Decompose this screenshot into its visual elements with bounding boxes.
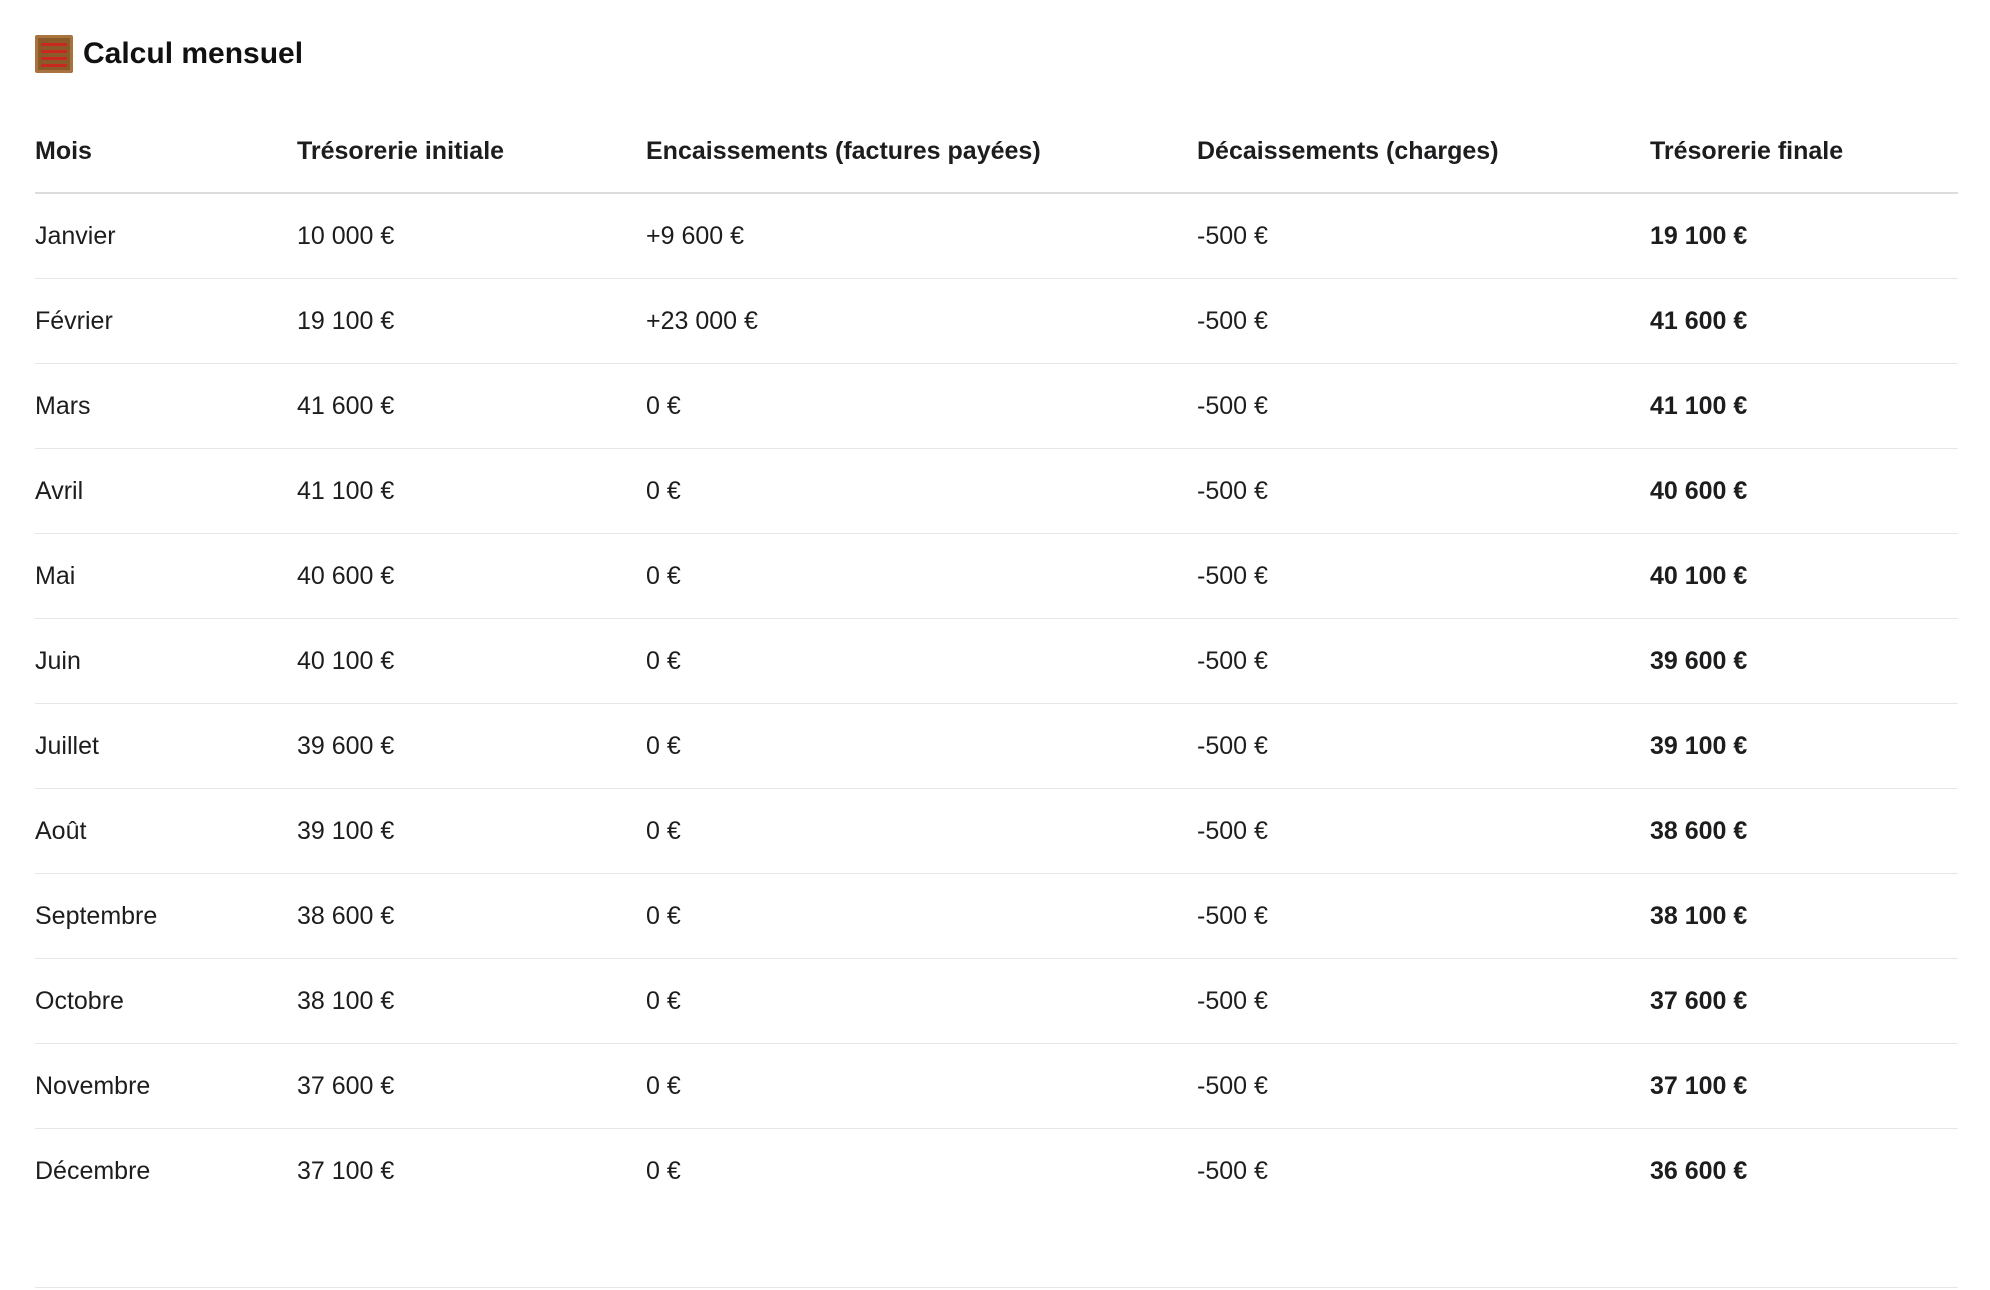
cell-initial: 10 000 € [297, 193, 646, 279]
table-row: Février 19 100 € +23 000 € -500 €41 600 € [35, 278, 1958, 364]
cell-final: 39 600 € [1650, 618, 1958, 704]
cell-receipts: 0 € [646, 363, 1197, 449]
cell-final: 39 100 € [1650, 703, 1958, 789]
cell-disbursements: -500 € [1197, 703, 1650, 789]
cell-month: Juillet [35, 703, 297, 789]
header-month: Mois [35, 110, 297, 194]
header-disbursements: Décaissements (charges) [1197, 110, 1650, 194]
cell-initial: 37 100 € [297, 1156, 395, 1185]
cell-receipts: +9 600 € [646, 193, 1197, 279]
cell-initial: 38 100 € [297, 958, 646, 1044]
table-row: Juillet 39 600 €0 € -500 €39 100 € [35, 703, 1958, 789]
cell-final: 19 100 € [1650, 193, 1958, 279]
cell-month: Septembre [35, 873, 297, 959]
cell-final: 38 600 € [1650, 788, 1958, 874]
cell-final: 37 100 € [1650, 1043, 1958, 1129]
header-initial: Trésorerie initiale [297, 110, 646, 194]
cell-month: Décembre [35, 1156, 151, 1185]
cell-receipts: 0 € [646, 1043, 1197, 1129]
cell-initial: 38 600 € [297, 873, 646, 959]
cell-disbursements: -500 € [1197, 193, 1650, 279]
cell-receipts: +23 000 € [646, 278, 1197, 364]
cell-month: Octobre [35, 958, 297, 1044]
cell-month: Août [35, 788, 297, 874]
cell-receipts: 0 € [646, 618, 1197, 704]
cell-month: Novembre [35, 1043, 297, 1129]
header-final: Trésorerie finale [1650, 110, 1958, 194]
cell-disbursements: -500 € [1197, 278, 1650, 364]
cell-disbursements: -500 € [1197, 1043, 1650, 1129]
cell-disbursements: -500 € [1197, 533, 1650, 619]
table-row: Septembre 38 600 €0 € -500 €38 100 € [35, 873, 1958, 959]
cell-receipts: 0 € [646, 873, 1197, 959]
table-row: Décembre 37 100 € 0 € -500 € 36 600 € [35, 1129, 1958, 1214]
cell-initial: 40 600 € [297, 533, 646, 619]
table-row: Avril 41 100 €0 € -500 €40 600 € [35, 448, 1958, 534]
divider [35, 1287, 1958, 1288]
table-row: Août 39 100 €0 € -500 €38 600 € [35, 788, 1958, 874]
table-row: Mai 40 600 €0 € -500 €40 100 € [35, 533, 1958, 619]
cell-month: Juin [35, 618, 297, 704]
cell-final: 41 100 € [1650, 363, 1958, 449]
cell-month: Mai [35, 533, 297, 619]
cell-final: 41 600 € [1650, 278, 1958, 364]
cell-disbursements: -500 € [1197, 1156, 1268, 1185]
cell-month: Avril [35, 448, 297, 534]
cell-month: Février [35, 278, 297, 364]
table-row: Mars 41 600 €0 € -500 €41 100 € [35, 363, 1958, 449]
table-row: Novembre 37 600 €0 € -500 €37 100 € [35, 1043, 1958, 1129]
cell-final: 40 100 € [1650, 533, 1958, 619]
cell-receipts: 0 € [646, 788, 1197, 874]
abacus-icon [35, 35, 73, 73]
cell-initial: 39 600 € [297, 703, 646, 789]
cell-disbursements: -500 € [1197, 958, 1650, 1044]
cell-initial: 19 100 € [297, 278, 646, 364]
section-heading: Calcul mensuel [83, 37, 304, 70]
cell-disbursements: -500 € [1197, 448, 1650, 534]
cell-disbursements: -500 € [1197, 618, 1650, 704]
cell-disbursements: -500 € [1197, 873, 1650, 959]
header-receipts: Encaissements (factures payées) [646, 110, 1197, 194]
cell-final: 38 100 € [1650, 873, 1958, 959]
cell-receipts: 0 € [646, 448, 1197, 534]
cell-receipts: 0 € [646, 1156, 681, 1185]
monthly-table: Mois Trésorerie initiale Encaissements (… [35, 110, 1958, 1213]
table-row: Juin 40 100 €0 € -500 €39 600 € [35, 618, 1958, 704]
cell-month: Janvier [35, 193, 297, 279]
cell-final: 36 600 € [1650, 1156, 1748, 1185]
cell-receipts: 0 € [646, 958, 1197, 1044]
table-row: Janvier 10 000 € +9 600 € -500 €19 100 € [35, 193, 1958, 279]
cell-final: 37 600 € [1650, 958, 1958, 1044]
cell-month: Mars [35, 363, 297, 449]
cell-receipts: 0 € [646, 533, 1197, 619]
cell-disbursements: -500 € [1197, 788, 1650, 874]
cell-initial: 39 100 € [297, 788, 646, 874]
cell-initial: 41 100 € [297, 448, 646, 534]
table-row: Octobre 38 100 €0 € -500 €37 600 € [35, 958, 1958, 1044]
cell-initial: 40 100 € [297, 618, 646, 704]
cell-initial: 41 600 € [297, 363, 646, 449]
cell-disbursements: -500 € [1197, 363, 1650, 449]
cell-initial: 37 600 € [297, 1043, 646, 1129]
section-title: Calcul mensuel [35, 32, 303, 76]
cell-final: 40 600 € [1650, 448, 1958, 534]
cell-receipts: 0 € [646, 703, 1197, 789]
table-header-row: Mois Trésorerie initiale Encaissements (… [35, 110, 1958, 194]
